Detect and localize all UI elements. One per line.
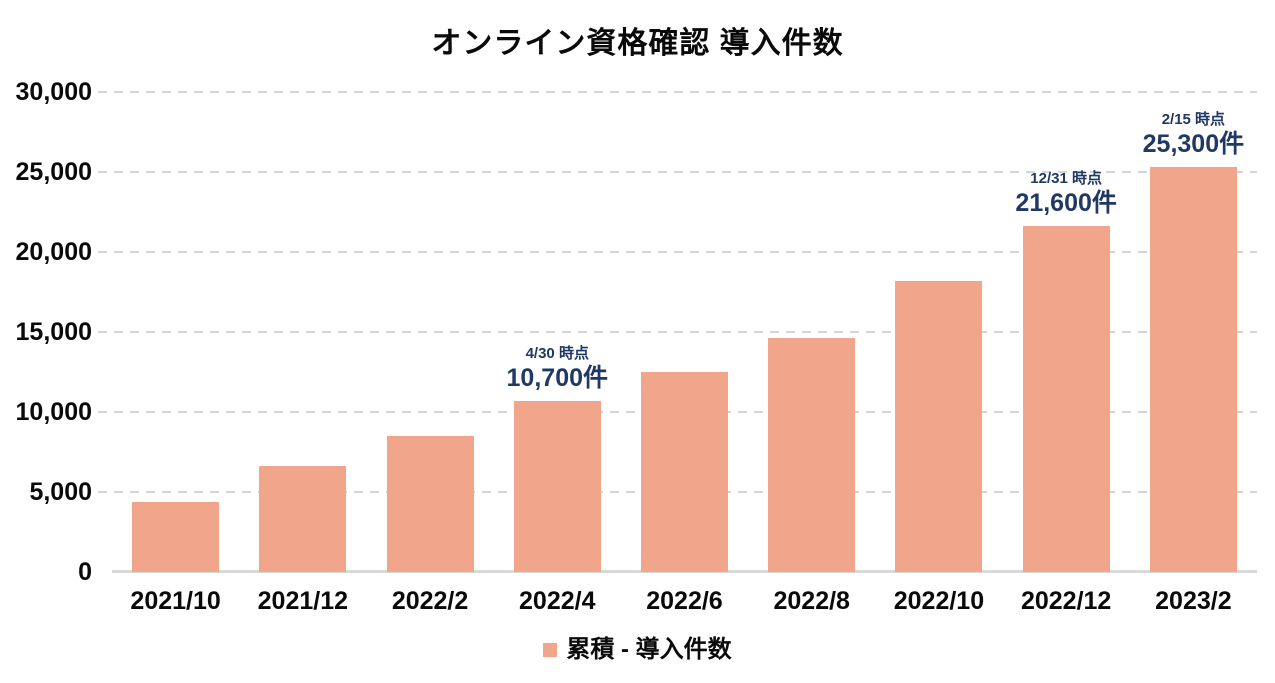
bar-2023-2 [1149, 167, 1237, 572]
legend-label: 累積 - 導入件数 [566, 636, 732, 663]
x-tick-label: 2022/8 [773, 587, 850, 615]
x-tick-label: 2021/12 [257, 587, 349, 615]
gridline-15000 [98, 331, 1257, 333]
y-tick-label: 20,000 [15, 238, 92, 266]
x-tick-label: 2022/4 [519, 587, 596, 615]
x-tick-label: 2022/6 [646, 587, 723, 615]
gridline-20000 [98, 251, 1257, 253]
annotation-date-label: 2/15 時点 [1161, 111, 1226, 129]
bar-2022-12 [1022, 226, 1110, 572]
legend: 累積 - 導入件数 [0, 636, 1275, 664]
annotation-value-label: 21,600件 [1015, 189, 1117, 218]
x-tick-label: 2022/10 [893, 587, 985, 615]
gridline-25000 [98, 171, 1257, 173]
x-tick-label: 2021/10 [130, 587, 221, 615]
bar-2022-10 [895, 280, 983, 572]
bar-2022-8 [768, 338, 856, 572]
annotation-2022-4: 4/30 時点 10,700件 [507, 344, 608, 393]
annotation-value-label: 25,300件 [1142, 130, 1245, 159]
x-tick-label: 2022/12 [1020, 587, 1112, 615]
annotation-value-label: 10,700件 [506, 363, 608, 392]
annotation-2023-2: 2/15 時点 25,300件 [1143, 110, 1244, 159]
y-tick-label: 25,000 [15, 158, 92, 186]
y-axis-labels: 0 5,000 10,000 15,000 20,000 25,000 30,000 [0, 80, 92, 585]
bar-2021-12 [259, 466, 347, 572]
chart-title: オンライン資格確認 導入件数 [431, 27, 844, 60]
bar-2022-4 [513, 400, 601, 572]
bar-2021-10 [132, 501, 220, 572]
y-tick-label: 10,000 [15, 398, 92, 426]
plot-area: 4/30 時点 10,700件 12/31 時点 21,600件 2/15 時点 25,3… [98, 91, 1257, 573]
legend-swatch-icon [543, 643, 558, 657]
annotation-2022-12: 12/31 時点 21,600件 [1015, 169, 1116, 218]
x-tick-label: 2022/2 [391, 587, 469, 615]
bar-2022-6 [641, 372, 728, 572]
x-axis-labels: 2021/10 2021/12 2022/2 2022/4 2022/6 2022/8 20… [112, 586, 1257, 618]
y-tick-label: 30,000 [15, 78, 92, 106]
y-tick-label: 15,000 [15, 318, 92, 346]
gridline-30000 [98, 91, 1257, 93]
y-tick-label: 0 [78, 558, 92, 586]
bar-2022-2 [386, 436, 474, 572]
annotation-date-label: 12/31 時点 [1030, 170, 1103, 188]
x-tick-label: 2023/2 [1155, 587, 1232, 615]
annotation-date-label: 4/30 時点 [525, 344, 589, 362]
y-tick-label: 5,000 [29, 478, 92, 506]
